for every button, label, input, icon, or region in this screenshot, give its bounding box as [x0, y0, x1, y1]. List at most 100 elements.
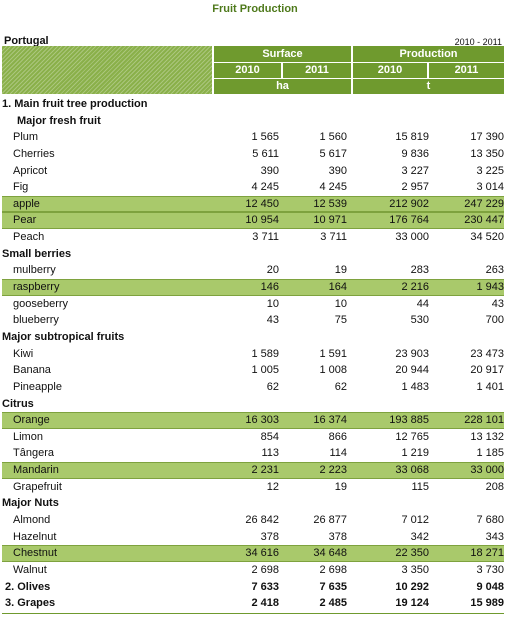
- surface-2010-cell: 2 418: [251, 597, 279, 610]
- production-2011-cell: 34 520: [470, 231, 504, 244]
- row-label: Fig: [13, 181, 29, 194]
- total-row: 2. Olives 7 633 7 635 10 292 9 048: [2, 579, 504, 596]
- surface-2011-cell: 3 711: [320, 231, 347, 244]
- surface-2011-cell: 2 698: [319, 563, 347, 576]
- surface-2011-cell: 10 971: [313, 214, 347, 227]
- production-2011-cell: 263: [485, 264, 504, 277]
- production-2011-cell: 1 401: [476, 380, 504, 393]
- surface-2010-cell: 2 231: [251, 464, 279, 477]
- production-2010-cell: 10 292: [395, 580, 429, 593]
- row-label: Apricot: [13, 164, 48, 177]
- surface-2011-cell: 16 374: [313, 414, 347, 427]
- table-row: Almond 26 842 26 877 7 012 7 680: [2, 512, 504, 529]
- surface-2011-cell: 114: [329, 447, 347, 460]
- production-2011-cell: 230 447: [464, 214, 504, 227]
- production-2011-cell: 3 225: [476, 164, 504, 177]
- row-label: blueberry: [13, 314, 59, 327]
- production-2010-cell: 23 903: [395, 347, 429, 360]
- fruit-table: 1. Main fruit tree production Major fresh…: [2, 96, 504, 612]
- row-label: gooseberry: [13, 297, 69, 310]
- surface-2011-cell: 34 648: [313, 547, 347, 560]
- production-2011-cell: 3 730: [476, 563, 504, 576]
- row-label: Kiwi: [13, 347, 34, 360]
- production-2011-cell: 228 101: [464, 414, 504, 427]
- row-label: Major Nuts: [2, 497, 59, 510]
- header-unit-production: t: [353, 79, 504, 94]
- header-production: Production: [353, 46, 504, 62]
- production-2011-cell: 13 132: [470, 430, 504, 443]
- production-2011-cell: 33 000: [470, 464, 504, 477]
- header-year-production-2011: 2011: [429, 63, 504, 78]
- production-2011-cell: 343: [485, 530, 504, 543]
- table-bottom-rule: [2, 613, 504, 614]
- surface-2010-cell: 378: [260, 530, 279, 543]
- table-row: Peach 3 711 3 711 33 000 34 520: [2, 229, 504, 246]
- row-label: 3. Grapes: [5, 597, 56, 610]
- surface-2011-cell: 12 539: [313, 197, 347, 210]
- table-row: Apricot 390 390 3 227 3 225: [2, 163, 504, 180]
- surface-2010-cell: 12: [266, 480, 279, 493]
- section-header-row: Major fresh fruit: [2, 113, 504, 130]
- production-2010-cell: 33 000: [395, 231, 429, 244]
- surface-2010-cell: 43: [266, 314, 279, 327]
- table-row: Pear 10 954 10 971 176 764 230 447: [2, 212, 504, 230]
- surface-2011-cell: 1 591: [319, 347, 347, 360]
- page-title: Fruit Production: [212, 3, 298, 15]
- row-label: Plum: [13, 131, 39, 144]
- production-2011-cell: 9 048: [476, 580, 504, 593]
- surface-2010-cell: 1 565: [251, 131, 279, 144]
- production-2011-cell: 700: [485, 314, 504, 327]
- surface-2010-cell: 5 611: [252, 147, 279, 160]
- production-2010-cell: 20 944: [395, 364, 429, 377]
- country-label: Portugal: [4, 35, 49, 47]
- table-row: raspberry 146 164 2 216 1 943: [2, 279, 504, 296]
- table-row: Mandarin 2 231 2 223 33 068 33 000: [2, 462, 504, 479]
- table-row: apple 12 450 12 539 212 902 247 229: [2, 195, 504, 213]
- row-label: Major fresh fruit: [17, 114, 101, 127]
- header-year-surface-2010: 2010: [214, 63, 281, 78]
- production-2011-cell: 3 014: [476, 181, 504, 194]
- surface-2010-cell: 3 711: [252, 231, 279, 244]
- production-2010-cell: 3 227: [401, 164, 429, 177]
- surface-2010-cell: 4 245: [251, 181, 279, 194]
- row-label: Peach: [13, 231, 45, 244]
- section-header-row: Citrus: [2, 396, 504, 413]
- surface-2010-cell: 16 303: [245, 414, 279, 427]
- table-row: Tângera 113 114 1 219 1 185: [2, 445, 504, 462]
- surface-2011-cell: 2 223: [319, 464, 347, 477]
- surface-2011-cell: 2 485: [319, 597, 347, 610]
- table-row: Fig 4 245 4 245 2 957 3 014: [2, 179, 504, 196]
- production-2010-cell: 212 902: [389, 197, 429, 210]
- production-2011-cell: 43: [491, 297, 504, 310]
- surface-2010-cell: 854: [260, 430, 279, 443]
- production-2010-cell: 9 836: [401, 147, 429, 160]
- section-header-row: Major subtropical fruits: [2, 329, 504, 346]
- row-label: raspberry: [13, 281, 60, 294]
- surface-2011-cell: 75: [334, 314, 347, 327]
- row-label: Cherries: [13, 147, 55, 160]
- table-row: Chestnut 34 616 34 648 22 350 18 271: [2, 545, 504, 562]
- surface-2010-cell: 34 616: [245, 547, 279, 560]
- production-2011-cell: 15 989: [470, 597, 504, 610]
- production-2011-cell: 18 271: [470, 547, 504, 560]
- production-2010-cell: 1 483: [401, 380, 429, 393]
- table-row: Pineapple 62 62 1 483 1 401: [2, 379, 504, 396]
- row-label: Hazelnut: [13, 530, 57, 543]
- row-label: Small berries: [2, 247, 72, 260]
- table-header: Surface Production 2010 2011 2010 2011 h…: [2, 46, 504, 94]
- production-2010-cell: 530: [410, 314, 429, 327]
- surface-2011-cell: 390: [328, 164, 347, 177]
- header-year-surface-2011: 2011: [283, 63, 351, 78]
- surface-2010-cell: 62: [266, 380, 279, 393]
- production-2010-cell: 2 216: [401, 281, 429, 294]
- surface-2010-cell: 10 954: [245, 214, 279, 227]
- row-label: Grapefruit: [13, 480, 62, 493]
- surface-2011-cell: 164: [328, 281, 347, 294]
- header-hatch: [2, 46, 212, 94]
- table-row: Orange 16 303 16 374 193 885 228 101: [2, 412, 504, 429]
- production-2011-cell: 7 680: [476, 514, 504, 527]
- row-label: Pear: [13, 214, 37, 227]
- row-label: Pineapple: [13, 380, 62, 393]
- row-label: Limon: [13, 430, 43, 443]
